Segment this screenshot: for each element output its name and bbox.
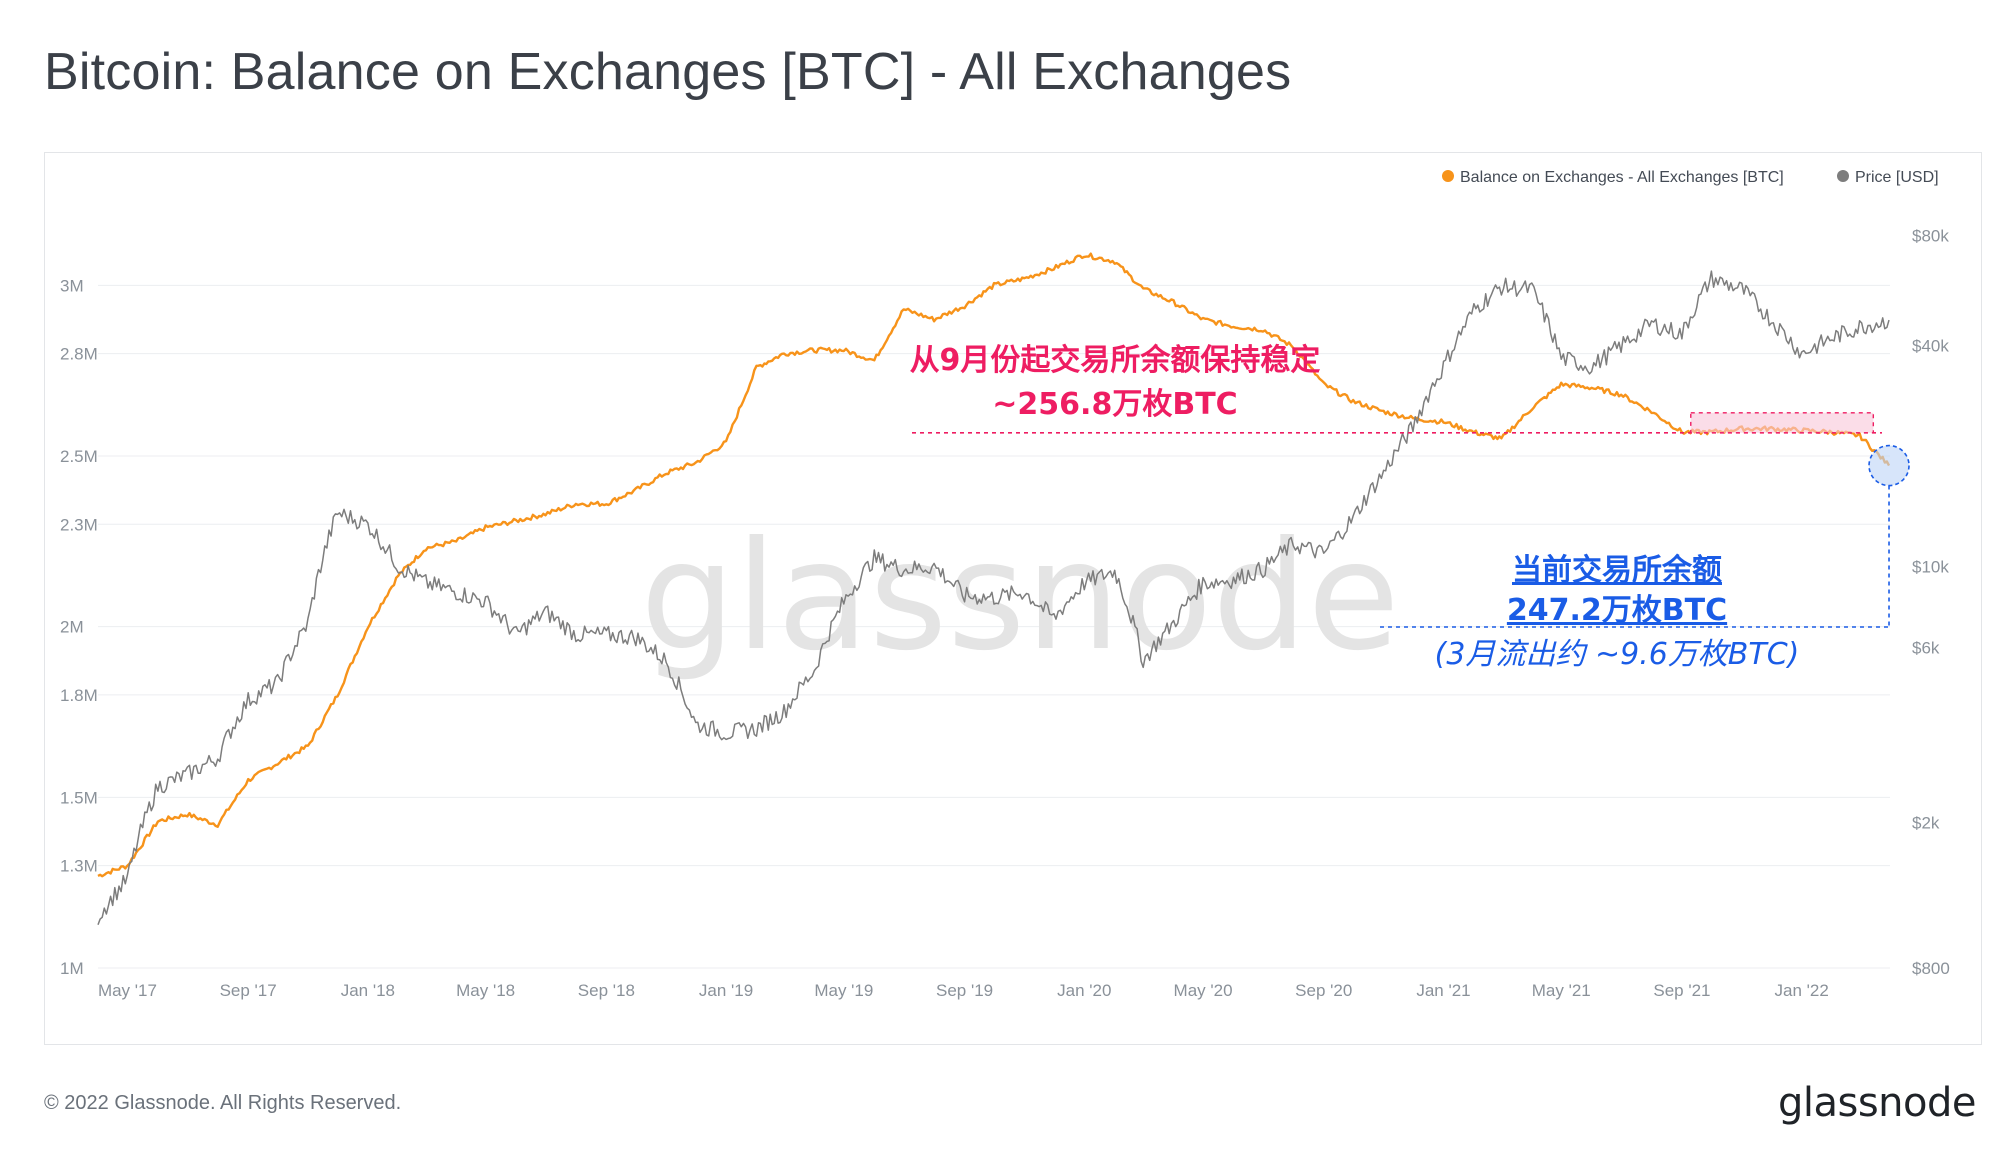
y-right-tick-label: $800 [1912,959,1950,978]
legend-label: Price [USD] [1855,169,1939,186]
x-tick-label: May '17 [98,981,157,1000]
y-left-tick-label: 2.3M [60,515,98,534]
chart-panel [44,152,1982,1045]
price-series-line [97,270,1890,926]
series-lines [97,252,1891,926]
y-axis-right: $800 $2k $6k $10k $40k $80k [1912,226,1950,978]
x-tick-label: May '21 [1532,981,1591,1000]
stable-range-box [1690,412,1875,434]
y-left-tick-label: 2.8M [60,345,98,364]
current-balance-marker [1868,444,1910,487]
x-tick-label: Jan '19 [699,981,753,1000]
legend: Balance on Exchanges - All Exchanges [BT… [1442,169,1939,186]
y-right-tick-label: $10k [1912,557,1949,576]
y-left-tick-label: 1.5M [60,788,98,807]
x-tick-label: Sep '17 [220,981,277,1000]
balance-series-line [97,252,1891,878]
x-tick-label: Jan '21 [1416,981,1470,1000]
annotation-current-value: 247.2万枚BTC [1507,593,1727,628]
page-title: Bitcoin: Balance on Exchanges [BTC] - Al… [44,43,1292,101]
x-tick-label: Jan '22 [1775,981,1829,1000]
x-tick-label: Sep '20 [1295,981,1352,1000]
x-tick-label: Jan '18 [341,981,395,1000]
y-right-tick-label: $6k [1912,639,1940,658]
y-left-tick-label: 2M [60,618,84,637]
annotation-current-title: 当前交易所余额 [1512,553,1722,588]
brand-logo: glassnode [1777,1080,1977,1126]
x-tick-label: May '20 [1174,981,1233,1000]
copyright-footer: © 2022 Glassnode. All Rights Reserved. [44,1092,402,1114]
x-axis: May '17 Sep '17 Jan '18 May '18 Sep '18 Jan '… [98,981,1829,1000]
annotations: 从9月份起交易所余额保持稳定 ~256.8万枚BTC 当前交易所余额 247.2万枚B… [910,343,1910,672]
annotation-current-outflow: (3月流出约 ~9.6万枚BTC) [1435,637,1800,672]
x-tick-label: May '18 [456,981,515,1000]
y-right-tick-label: $2k [1912,813,1940,832]
legend-swatch [1837,170,1849,182]
y-left-tick-label: 1.8M [60,686,98,705]
x-tick-label: Sep '18 [578,981,635,1000]
y-axis-left: 1M 1.3M 1.5M 1.8M 2M 2.3M 2.5M 2.8M 3M [60,276,98,978]
y-right-tick-label: $80k [1912,226,1949,245]
y-left-tick-label: 2.5M [60,447,98,466]
legend-swatch [1442,170,1454,182]
legend-label: Balance on Exchanges - All Exchanges [BT… [1460,169,1784,186]
x-tick-label: Jan '20 [1057,981,1111,1000]
x-tick-label: Sep '19 [936,981,993,1000]
x-tick-label: May '19 [814,981,873,1000]
annotation-stable-value: ~256.8万枚BTC [992,387,1237,422]
y-left-tick-label: 3M [60,276,84,295]
annotation-stable-title: 从9月份起交易所余额保持稳定 [910,343,1321,378]
y-left-tick-label: 1.3M [60,857,98,876]
grid-lines [98,284,1890,969]
x-tick-label: Sep '21 [1653,981,1710,1000]
y-left-tick-label: 1M [60,959,84,978]
y-right-tick-label: $40k [1912,337,1949,356]
watermark: glassnode [640,510,1399,684]
